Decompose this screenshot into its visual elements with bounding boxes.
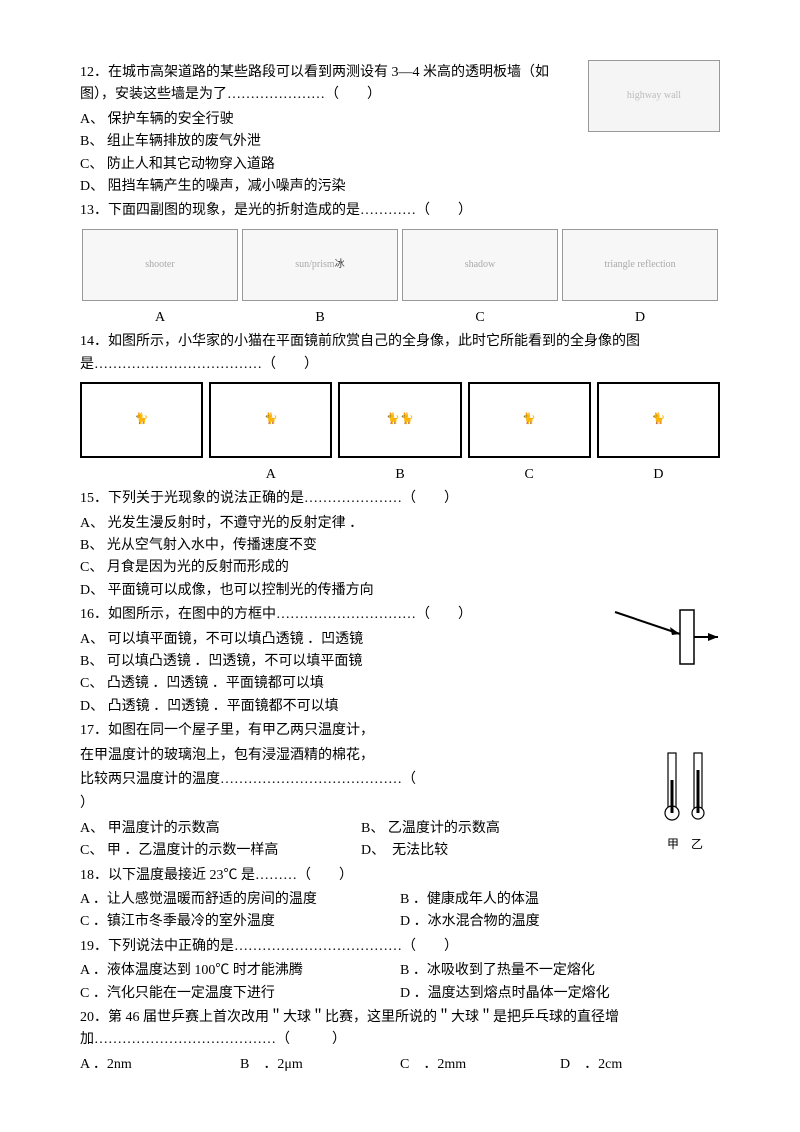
q14-cat-b: 🐈🐈 xyxy=(338,382,461,458)
q17-stem3: 比较两只温度计的温度…………………………………（ xyxy=(80,769,720,791)
q13-label-a: A xyxy=(80,307,240,329)
q16-opt-d: D、 凸透镜 ．凹透镜 ．平面镜都不可以填 xyxy=(80,696,720,718)
q13-stem: 13．下面四副图的现象，是光的折射造成的是…………（ ） xyxy=(80,200,720,222)
q19-opt-a: A ．液体温度达到 100℃ 时才能沸腾 xyxy=(80,960,400,982)
q13-labels: A B C D xyxy=(80,307,720,329)
q18-opt-a: A ．让人感觉温暖而舒适的房间的温度 xyxy=(80,889,400,911)
q17-stem2: 在甲温度计的玻璃泡上，包有浸湿酒精的棉花， xyxy=(80,745,720,767)
q14-stem: 14．如图所示，小华家的小猫在平面镜前欣赏自己的全身像，此时它所能看到的全身像的… xyxy=(80,331,720,376)
q19-opts-row2: C ．汽化只能在一定温度下进行 D ．温度达到熔点时晶体一定熔化 xyxy=(80,983,720,1005)
q20-opt-a: A ．2nm xyxy=(80,1054,240,1076)
q13-label-d: D xyxy=(560,307,720,329)
q18-opt-b: B ．健康成年人的体温 xyxy=(400,889,720,911)
q14-cat-row: 🐈 🐈 🐈🐈 🐈 🐈 xyxy=(80,382,720,458)
therm-label-jia: 甲 xyxy=(667,837,679,851)
q17-stem1: 17．如图在同一个屋子里，有甲乙两只温度计， xyxy=(80,720,720,742)
q15-opt-c: C、 月食是因为光的反射而形成的 xyxy=(80,557,720,579)
q12-opt-b: B、 组止车辆排放的废气外泄 xyxy=(80,131,720,153)
q14-label-a: A xyxy=(209,464,332,486)
q15-stem: 15．下列关于光现象的说法正确的是…………………（ ） xyxy=(80,488,720,510)
q20-opt-b: B ．2μm xyxy=(240,1054,400,1076)
q19-opt-d: D ．温度达到熔点时晶体一定熔化 xyxy=(400,983,720,1005)
q13-panel-b: sun/prism冰 xyxy=(242,229,398,301)
q19-stem: 19．下列说法中正确的是………………………………（ ） xyxy=(80,936,720,958)
q16-opt-c: C、 凸透镜 ．凹透镜 ．平面镜都可以填 xyxy=(80,673,720,695)
q17-opt-b: B、 乙温度计的示数高 xyxy=(361,818,642,840)
q14-cat-original: 🐈 xyxy=(80,382,203,458)
q17-opt-c: C、 甲 ．乙温度计的示数一样高 xyxy=(80,840,361,862)
therm-label-yi: 乙 xyxy=(691,837,703,851)
q15-opt-d: D、 平面镜可以成像，也可以控制光的传播方向 xyxy=(80,580,720,602)
q13-panel-d: triangle reflection xyxy=(562,229,718,301)
q17-thermometer-image: 甲 乙 xyxy=(650,745,720,845)
q16-diagram xyxy=(610,602,720,672)
q13-image-row: shooter sun/prism冰 shadow triangle refle… xyxy=(80,229,720,301)
q13-label-b: B xyxy=(240,307,400,329)
q18-opts-row2: C ．镇江市冬季最冷的室外温度 D ．冰水混合物的温度 xyxy=(80,911,720,933)
q13-label-c: C xyxy=(400,307,560,329)
q14-cat-c: 🐈 xyxy=(468,382,591,458)
q18-opts-row1: A ．让人感觉温暖而舒适的房间的温度 B ．健康成年人的体温 xyxy=(80,889,720,911)
q14-label-c: C xyxy=(468,464,591,486)
q14-labels: A B C D xyxy=(80,464,720,486)
q15-opt-b: B、 光从空气射入水中，传播速度不变 xyxy=(80,535,720,557)
q17-stem4: ） xyxy=(80,793,720,815)
q20-opt-c: C ．2mm xyxy=(400,1054,560,1076)
q12-image: highway wall xyxy=(588,60,720,132)
q19-opt-c: C ．汽化只能在一定温度下进行 xyxy=(80,983,400,1005)
q13-panel-c: shadow xyxy=(402,229,558,301)
q13-panel-a: shooter xyxy=(82,229,238,301)
q18-opt-d: D ．冰水混合物的温度 xyxy=(400,911,720,933)
q19-opts-row1: A ．液体温度达到 100℃ 时才能沸腾 B ．冰吸收到了热量不一定熔化 xyxy=(80,960,720,982)
q14-cat-d: 🐈 xyxy=(597,382,720,458)
q20-opt-d: D ．2cm xyxy=(560,1054,720,1076)
q20-opts: A ．2nm B ．2μm C ．2mm D ．2cm xyxy=(80,1054,720,1076)
q20-stem: 20．第 46 届世乒赛上首次改用＂大球＂比赛，这里所说的＂大球＂是把乒乓球的直… xyxy=(80,1007,720,1052)
q19-opt-b: B ．冰吸收到了热量不一定熔化 xyxy=(400,960,720,982)
q12-opt-d: D、 阻挡车辆产生的噪声，减小噪声的污染 xyxy=(80,176,720,198)
q17-opts-row2: C、 甲 ．乙温度计的示数一样高 D、 无法比较 xyxy=(80,840,642,862)
q17-opt-d: D、 无法比较 xyxy=(361,840,642,862)
q17-opt-a: A、 甲温度计的示数高 xyxy=(80,818,361,840)
q14-label-b: B xyxy=(338,464,461,486)
q18-opt-c: C ．镇江市冬季最冷的室外温度 xyxy=(80,911,400,933)
q17-opts-row1: A、 甲温度计的示数高 B、 乙温度计的示数高 xyxy=(80,818,642,840)
q18-stem: 18．以下温度最接近 23℃ 是………（ ） xyxy=(80,865,720,887)
q12-opt-c: C、 防止人和其它动物穿入道路 xyxy=(80,154,720,176)
q14-label-d: D xyxy=(597,464,720,486)
q14-cat-a: 🐈 xyxy=(209,382,332,458)
q15-opt-a: A、 光发生漫反射时，不遵守光的反射定律 ． xyxy=(80,513,720,535)
